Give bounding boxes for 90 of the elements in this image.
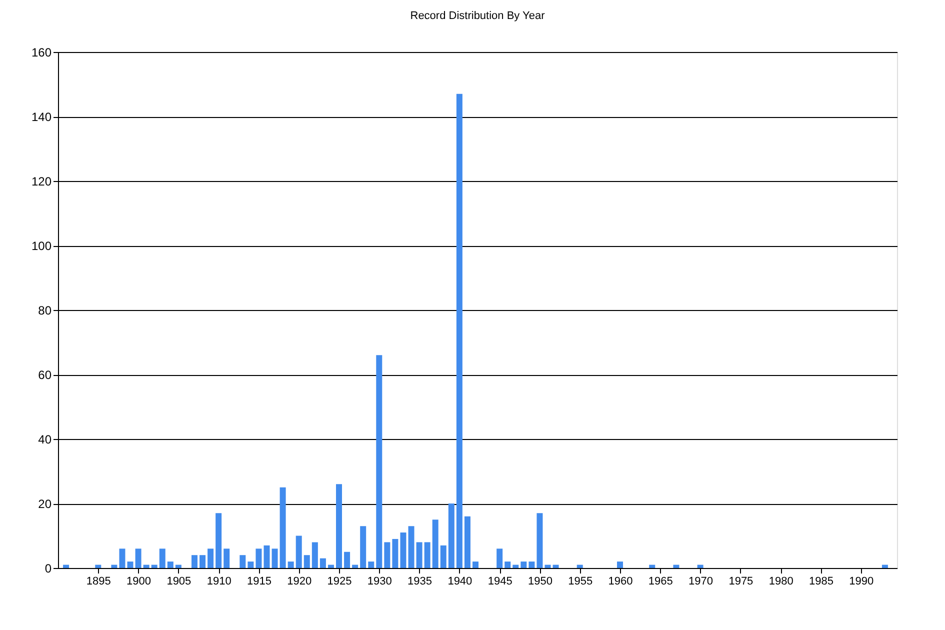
bar bbox=[576, 564, 583, 568]
x-tick-label: 1985 bbox=[808, 576, 834, 588]
bar bbox=[456, 94, 462, 568]
x-tick-label: 1955 bbox=[568, 576, 593, 588]
bar bbox=[617, 562, 624, 568]
bar bbox=[360, 526, 366, 568]
bar bbox=[272, 548, 278, 568]
bar bbox=[448, 504, 454, 568]
bar bbox=[200, 555, 206, 568]
bar bbox=[95, 564, 102, 568]
y-tick-label: 120 bbox=[31, 174, 52, 188]
bar bbox=[440, 545, 446, 568]
bar bbox=[416, 542, 422, 568]
bar bbox=[673, 564, 680, 568]
bar bbox=[63, 564, 70, 568]
bar bbox=[135, 548, 142, 568]
bar bbox=[512, 564, 519, 568]
x-tick-label: 1950 bbox=[528, 576, 552, 588]
x-tick-label: 1930 bbox=[367, 576, 392, 588]
bar bbox=[344, 552, 350, 568]
bar bbox=[336, 484, 342, 568]
bar bbox=[496, 548, 503, 568]
bar bbox=[127, 562, 134, 568]
bar bbox=[119, 548, 126, 568]
bar bbox=[384, 542, 390, 568]
bar bbox=[697, 564, 704, 568]
x-tick-label: 1935 bbox=[408, 576, 432, 588]
bar bbox=[208, 548, 214, 568]
bar bbox=[312, 542, 318, 568]
bar bbox=[649, 564, 656, 568]
bar bbox=[328, 564, 334, 568]
bar bbox=[191, 555, 198, 568]
bar bbox=[175, 564, 182, 568]
bar bbox=[408, 526, 414, 568]
bar bbox=[216, 513, 222, 568]
bar bbox=[256, 548, 262, 568]
bar bbox=[167, 562, 174, 568]
x-tick-label: 1960 bbox=[608, 576, 633, 588]
bar bbox=[392, 538, 398, 568]
y-tick-label: 40 bbox=[38, 432, 52, 446]
bar bbox=[528, 562, 535, 568]
bar bbox=[544, 564, 551, 568]
x-tick-label: 1990 bbox=[849, 576, 874, 588]
x-tick-label: 1975 bbox=[728, 576, 754, 588]
x-tick-label: 1925 bbox=[327, 576, 352, 588]
bar bbox=[240, 555, 246, 568]
bar bbox=[368, 562, 374, 568]
x-tick-label: 1980 bbox=[768, 576, 794, 588]
bar bbox=[248, 562, 254, 568]
y-tick-label: 0 bbox=[44, 562, 52, 576]
bar bbox=[296, 536, 302, 568]
bar bbox=[264, 545, 270, 568]
bar bbox=[520, 562, 527, 568]
chart-title: Record Distribution By Year bbox=[410, 10, 546, 22]
x-tick-label: 1945 bbox=[488, 576, 512, 588]
bar bbox=[432, 520, 438, 568]
bar bbox=[280, 487, 286, 568]
y-tick-label: 160 bbox=[31, 46, 52, 60]
bar bbox=[288, 562, 294, 568]
x-tick-label: 1970 bbox=[688, 576, 714, 588]
bar bbox=[464, 516, 470, 568]
bar bbox=[552, 564, 559, 568]
x-tick-label: 1940 bbox=[448, 576, 472, 588]
y-tick-label: 140 bbox=[31, 110, 52, 124]
bar bbox=[882, 564, 888, 568]
bar bbox=[352, 564, 358, 568]
bar bbox=[304, 555, 310, 568]
bar bbox=[536, 513, 543, 568]
bar bbox=[143, 564, 150, 568]
y-tick-label: 100 bbox=[31, 239, 52, 253]
x-tick-label: 1895 bbox=[86, 576, 111, 588]
y-tick-label: 20 bbox=[38, 497, 52, 511]
bar bbox=[472, 562, 478, 568]
bar bbox=[151, 564, 158, 568]
y-tick-label: 60 bbox=[38, 368, 52, 382]
x-tick-label: 1900 bbox=[126, 576, 152, 588]
bar bbox=[376, 355, 382, 568]
bar bbox=[159, 548, 166, 568]
bar bbox=[400, 532, 406, 568]
x-tick-label: 1915 bbox=[246, 576, 272, 588]
y-tick-label: 80 bbox=[38, 304, 52, 318]
bar bbox=[224, 548, 230, 568]
bar bbox=[320, 558, 326, 568]
bar bbox=[424, 542, 430, 568]
x-tick-label: 1965 bbox=[648, 576, 673, 588]
x-tick-label: 1910 bbox=[206, 576, 232, 588]
x-tick-label: 1905 bbox=[166, 576, 192, 588]
x-tick-label: 1920 bbox=[287, 576, 312, 588]
bar bbox=[504, 562, 511, 568]
bar bbox=[111, 564, 118, 568]
